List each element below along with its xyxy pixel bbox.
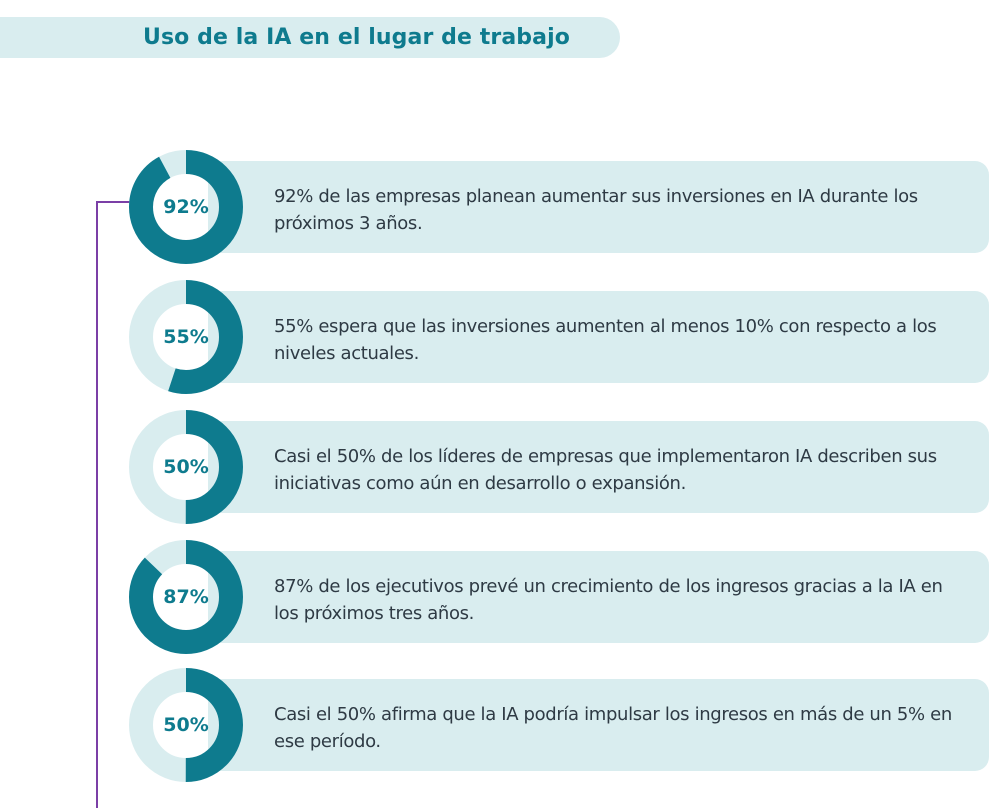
stat-card-4: 87% de los ejecutivos prevé un crecimien… <box>208 551 989 643</box>
donut-arc <box>129 150 243 264</box>
donut-ring <box>129 280 243 394</box>
donut-chart-3: 50% <box>129 410 243 524</box>
donut-ring <box>129 150 243 264</box>
title-banner <box>0 17 620 58</box>
donut-chart-2: 55% <box>129 280 243 394</box>
donut-percent-label: 87% <box>163 586 209 608</box>
donut-arc <box>129 280 243 394</box>
stat-card-1: 92% de las empresas planean aumentar sus… <box>208 161 989 253</box>
page-title: Uso de la IA en el lugar de trabajo <box>143 25 570 50</box>
donut-percent-label: 50% <box>163 456 209 478</box>
stat-card-text: Casi el 50% de los líderes de empresas q… <box>274 446 937 494</box>
stat-card-text: 55% espera que las inversiones aumenten … <box>274 316 937 364</box>
donut-percent-label: 55% <box>163 326 209 348</box>
donut-arc <box>129 668 243 782</box>
donut-percent-label: 92% <box>163 196 209 218</box>
donut-chart-5: 50% <box>129 668 243 782</box>
stat-card-text: 87% de los ejecutivos prevé un crecimien… <box>274 576 943 624</box>
connector-line-horizontal <box>96 201 132 203</box>
stat-card-3: Casi el 50% de los líderes de empresas q… <box>208 421 989 513</box>
donut-chart-1: 92% <box>129 150 243 264</box>
donut-percent-label: 50% <box>163 714 209 736</box>
connector-line-vertical <box>96 201 98 808</box>
stat-card-5: Casi el 50% afirma que la IA podría impu… <box>208 679 989 771</box>
stat-card-2: 55% espera que las inversiones aumenten … <box>208 291 989 383</box>
donut-chart-4: 87% <box>129 540 243 654</box>
stat-card-text: 92% de las empresas planean aumentar sus… <box>274 186 918 234</box>
donut-ring <box>129 410 243 524</box>
donut-arc <box>129 410 243 524</box>
donut-ring <box>129 540 243 654</box>
donut-arc <box>129 540 243 654</box>
stat-card-text: Casi el 50% afirma que la IA podría impu… <box>274 704 952 752</box>
donut-ring <box>129 668 243 782</box>
